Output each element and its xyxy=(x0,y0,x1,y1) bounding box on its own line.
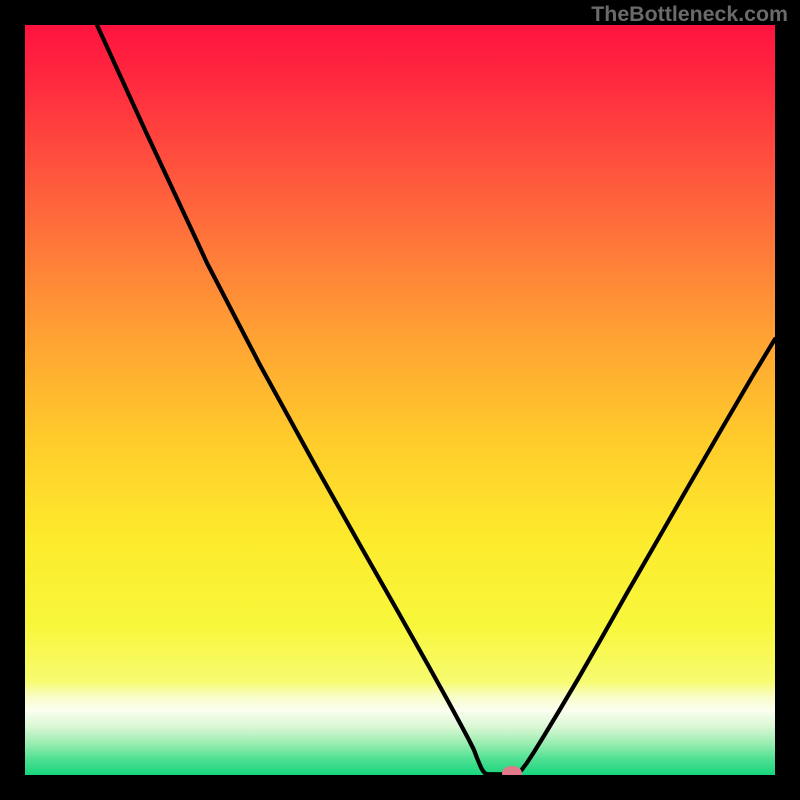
bottleneck-chart xyxy=(0,0,800,800)
watermark-text: TheBottleneck.com xyxy=(591,2,788,27)
gradient-background xyxy=(25,25,775,775)
plot-area xyxy=(25,25,775,780)
chart-frame: { "watermark": { "text": "TheBottleneck.… xyxy=(0,0,800,800)
